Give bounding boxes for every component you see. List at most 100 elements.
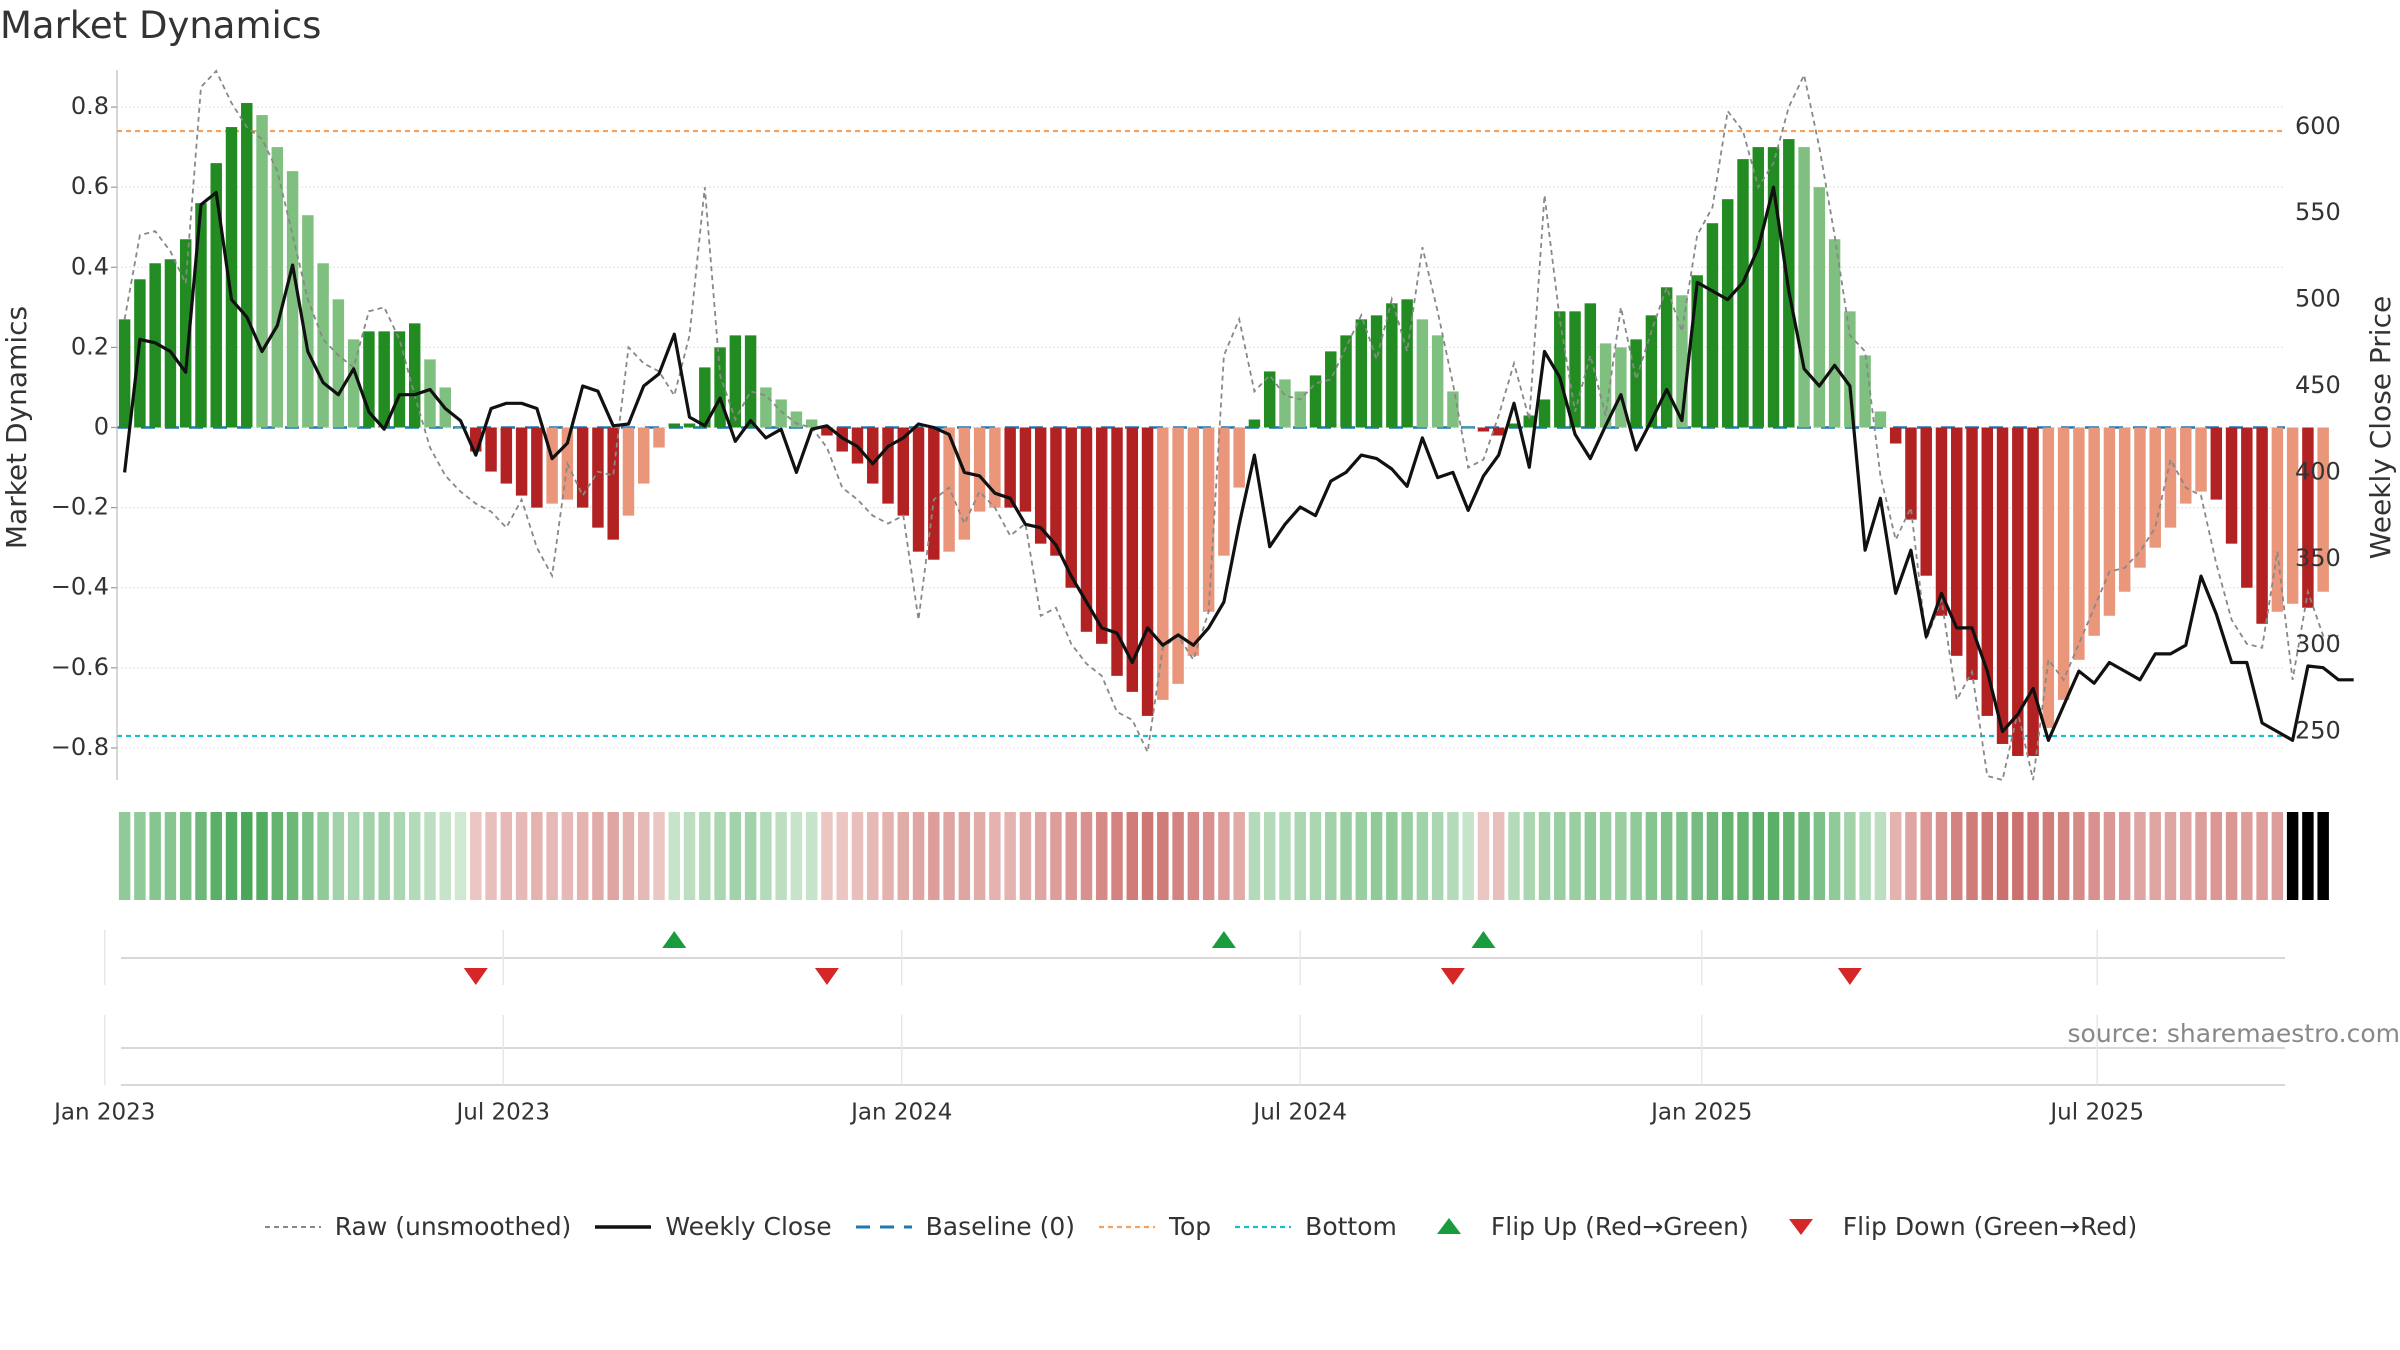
bar (332, 299, 345, 428)
regime-cell (1355, 812, 1368, 900)
bar (744, 335, 757, 428)
legend-item-bottom: Bottom (1233, 1212, 1397, 1241)
legend-item-top: Top (1097, 1212, 1211, 1241)
regime-cell (1294, 812, 1306, 900)
regime-cell (1996, 812, 2009, 900)
legend-swatch (1436, 1217, 1461, 1234)
regime-cell (1905, 812, 1917, 900)
regime-cell (515, 812, 528, 900)
regime-cell (607, 812, 619, 900)
regime-cell (1981, 812, 1994, 900)
bar (1996, 427, 2009, 744)
regime-strip (118, 812, 2329, 900)
regime-cell (1401, 812, 1413, 900)
bar (2317, 427, 2329, 592)
bar (2057, 427, 2070, 700)
bar (378, 331, 390, 428)
regime-cell (179, 812, 192, 900)
bar (1859, 355, 1871, 428)
regime-cell (317, 812, 329, 900)
bar (1798, 147, 1810, 428)
bar (118, 319, 131, 428)
regime-cell (1737, 812, 1749, 900)
bar (1966, 427, 1978, 680)
regime-cell (1096, 812, 1108, 900)
legend-label: Flip Down (Green→Red) (1842, 1212, 2138, 1241)
bar (1981, 427, 1994, 716)
bar (1569, 311, 1581, 428)
legend-label: Raw (unsmoothed) (334, 1212, 572, 1241)
close-line (123, 185, 2354, 742)
flip-markers (104, 930, 2285, 1086)
regime-cell (2302, 812, 2314, 900)
bar (1737, 159, 1749, 428)
flip-down-marker (814, 968, 839, 985)
bar (1554, 311, 1566, 428)
bar (1019, 427, 1032, 512)
bar (928, 427, 940, 560)
regime-cell (2012, 812, 2024, 900)
regime-cell (225, 812, 238, 900)
regime-cell (668, 812, 680, 900)
bar (1172, 427, 1184, 684)
regime-cell (622, 812, 635, 900)
bar (149, 263, 161, 428)
bar (2088, 427, 2100, 636)
regime-cell (1431, 812, 1444, 900)
regime-cell (2103, 812, 2116, 900)
regime-cell (1172, 812, 1184, 900)
regime-cell (2241, 812, 2253, 900)
regime-cell (454, 812, 467, 900)
regime-cell (576, 812, 589, 900)
bar (790, 411, 803, 428)
regime-cell (1218, 812, 1230, 900)
regime-cell (1645, 812, 1658, 900)
bar (317, 263, 329, 428)
regime-cell (378, 812, 390, 900)
bar (2042, 427, 2055, 728)
regime-cell (775, 812, 787, 900)
bar (470, 427, 482, 452)
regime-cell (821, 812, 833, 900)
bar (1263, 371, 1276, 428)
regime-cell (1263, 812, 1276, 900)
legend-item-raw: Raw (unsmoothed) (263, 1212, 572, 1241)
regime-cell (1798, 812, 1810, 900)
regime-cell (363, 812, 375, 900)
bar (1523, 415, 1535, 428)
bar (1477, 427, 1490, 432)
regime-cell (744, 812, 757, 900)
bar (897, 427, 910, 516)
source-note: source: sharemaestro.com (2067, 1019, 2400, 1048)
bar (1157, 427, 1169, 700)
regime-cell (714, 812, 726, 900)
bar (2149, 427, 2161, 548)
bar (1813, 187, 1826, 428)
bar (775, 399, 787, 428)
bar (1920, 427, 1932, 576)
regime-cell (2057, 812, 2070, 900)
bar (607, 427, 619, 540)
regime-cell (897, 812, 910, 900)
bar (1462, 427, 1474, 429)
bar (2103, 427, 2116, 616)
regime-cell (424, 812, 436, 900)
bar (393, 331, 406, 428)
regime-cell (1477, 812, 1490, 900)
regime-cell (1752, 812, 1764, 900)
regime-cell (1584, 812, 1597, 900)
regime-cell (638, 812, 650, 900)
x-tick-label: Jul 2025 (2048, 1100, 2144, 1126)
bar (1447, 391, 1459, 428)
regime-cell (2149, 812, 2161, 900)
bar (1630, 339, 1642, 428)
regime-cell (1157, 812, 1169, 900)
bar (2302, 427, 2314, 608)
regime-cell (1004, 812, 1016, 900)
x-tick-label: Jan 2024 (849, 1100, 952, 1126)
bar (1248, 419, 1261, 428)
y-tick-label: 0.4 (71, 252, 109, 280)
regime-cell (256, 812, 268, 900)
bar-series (118, 103, 2329, 756)
bar (1065, 427, 1077, 588)
